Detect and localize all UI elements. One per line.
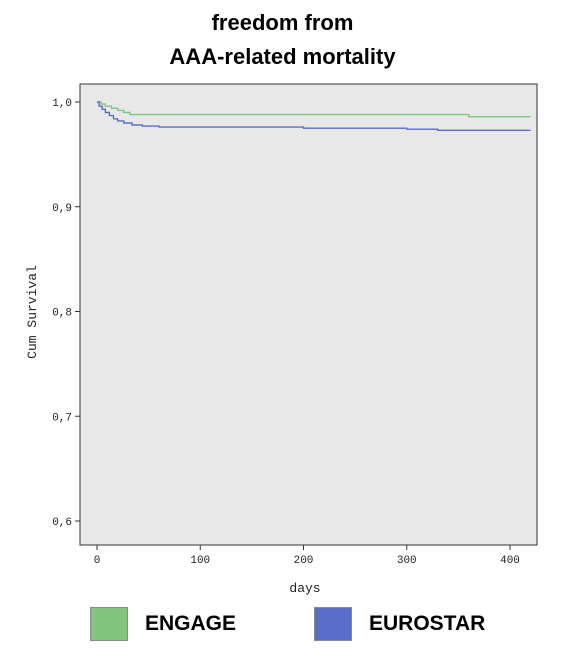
- chart-title-line2: AAA-related mortality: [169, 44, 396, 69]
- legend-item-eurostar: EUROSTAR: [314, 605, 485, 643]
- legend-label-engage: ENGAGE: [145, 612, 237, 635]
- y-tick-label: 0,8: [52, 308, 72, 320]
- series-line-eurostar: [97, 101, 531, 131]
- x-tick-label: 400: [500, 555, 520, 567]
- series-line-engage: [97, 101, 531, 118]
- y-tick-label: 0,6: [52, 517, 72, 529]
- y-tick-label: 1,0: [52, 98, 72, 110]
- plot-area: [79, 83, 538, 546]
- legend-swatch-engage: [90, 607, 128, 641]
- legend-item-engage: ENGAGE: [90, 605, 236, 643]
- x-tick-label: 0: [94, 555, 101, 567]
- x-tick-label: 300: [397, 555, 417, 567]
- legend-swatch-eurostar: [314, 607, 352, 641]
- x-tick-label: 200: [294, 555, 314, 567]
- x-tick-label: 100: [190, 555, 210, 567]
- y-tick-label: 0,7: [52, 412, 72, 424]
- y-axis-label: Cum Survival: [25, 265, 40, 359]
- x-axis-label: days: [289, 581, 320, 596]
- legend-label-eurostar: EUROSTAR: [369, 612, 486, 635]
- chart-title-line1: freedom from: [211, 10, 354, 35]
- y-tick-label: 0,9: [52, 203, 72, 215]
